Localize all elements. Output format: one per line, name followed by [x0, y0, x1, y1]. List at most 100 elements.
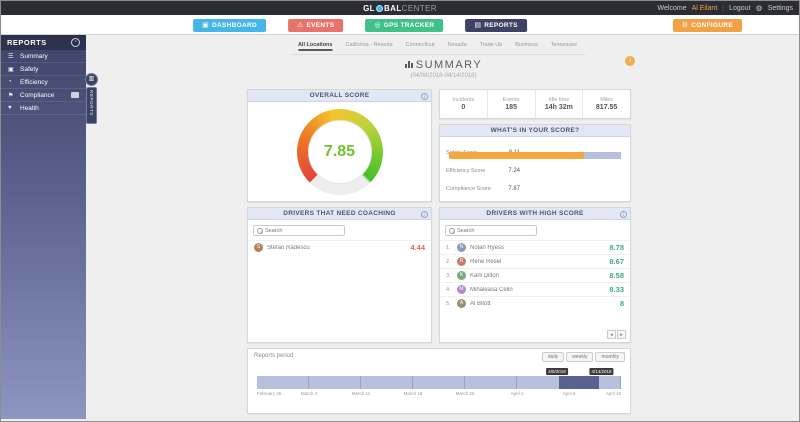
timeline-axis: February 25 March 4 March 11 March 18 Ma…	[257, 391, 621, 399]
score-gauge: 7.85	[296, 109, 383, 195]
rank: 1.	[446, 244, 451, 251]
nav-group: ▣ DASHBOARD ⚠ EVENTS ◎ GPS TRACKER ▤ REP…	[193, 15, 527, 35]
driver-name: Mihaleasa Celin	[470, 286, 513, 293]
driver-avatar: M	[457, 285, 466, 294]
rank: 3.	[446, 272, 451, 279]
location-tabs: All Locations California - Reseda Connec…	[289, 42, 586, 55]
timeline-track[interactable]: 4/8/2018 4/14/2018	[257, 368, 621, 389]
list-icon: ☰	[8, 53, 14, 60]
monthly-button[interactable]: monthly	[595, 352, 625, 362]
coaching-card: DRIVERS THAT NEED COACHING i S Stefan Ra…	[247, 207, 432, 343]
nav-gps-tracker-button[interactable]: ◎ GPS TRACKER	[365, 18, 444, 32]
top-bar: GL BAL CENTER Welcome Al Eilant | Logout…	[1, 1, 799, 15]
sidebar-item-label: Health	[20, 104, 39, 112]
stat-value: 817.55	[595, 104, 618, 111]
tab-connecticut[interactable]: Connecticut	[405, 42, 435, 48]
axis-label: March 25	[455, 391, 475, 396]
pagination: ◄ ►	[607, 330, 626, 339]
driver-score: 8.58	[609, 271, 624, 280]
bar-label: Compliance Score	[446, 186, 491, 192]
info-icon[interactable]: i	[421, 92, 428, 100]
sidebar-title: REPORTS	[7, 38, 47, 47]
rank: 5.	[446, 300, 451, 307]
drawer-tab[interactable]: REPORTS	[86, 87, 97, 124]
sidebar-item-label: Safety	[20, 65, 39, 73]
tab-all-locations[interactable]: All Locations	[297, 42, 333, 51]
nav-dashboard-button[interactable]: ▣ DASHBOARD	[193, 18, 266, 32]
info-icon[interactable]: i	[620, 210, 627, 218]
sidebar-item-summary[interactable]: ☰ Summary	[1, 50, 86, 63]
overall-score-card: OVERALL SCORE i 7.85	[247, 89, 432, 202]
page-info-button[interactable]: i	[625, 56, 635, 66]
page-title-text: SUMMARY	[415, 59, 483, 71]
selection-start-tooltip: 4/8/2018	[546, 368, 568, 375]
tab-tennessee[interactable]: Tennessee	[550, 42, 578, 48]
compliance-bar	[449, 152, 585, 159]
bar-value: 7.87	[508, 186, 520, 192]
high-score-row[interactable]: 4. M Mihaleasa Celin 8.33	[440, 282, 630, 296]
high-score-row[interactable]: 2. R Rene Resel 8.67	[440, 254, 630, 268]
sidebar-item-compliance[interactable]: ⚑ Compliance	[1, 89, 86, 102]
compliance-badge	[71, 92, 79, 98]
date-range: (04/08/2018-04/14/2018)	[410, 73, 477, 79]
summary-chart-icon	[404, 61, 413, 68]
daily-button[interactable]: daily	[541, 352, 565, 362]
stat-incidents: Incidents 0	[440, 90, 488, 118]
info-icon[interactable]: i	[421, 210, 428, 218]
driver-name: Rene Resel	[470, 258, 502, 265]
high-score-row[interactable]: 3. K Karli Dilton 8.58	[440, 268, 630, 282]
nav-configure-button[interactable]: ⚙ CONFIGURE	[672, 18, 742, 32]
stat-label: Incidents	[452, 97, 475, 103]
axis-label: April 8	[562, 391, 576, 396]
driver-avatar: S	[254, 243, 263, 252]
sidebar-item-label: Summary	[20, 52, 48, 60]
driver-score: 8.33	[609, 285, 624, 294]
welcome-label: Welcome	[657, 4, 687, 12]
high-score-search-input[interactable]	[457, 227, 533, 234]
reports-drawer-handle: ▥ REPORTS	[84, 73, 99, 124]
timeline-selection[interactable]	[559, 376, 600, 389]
drawer-chart-icon[interactable]: ▥	[85, 73, 98, 86]
driver-score: 8	[619, 299, 624, 308]
score-breakdown-header: WHAT'S IN YOUR SCORE?	[440, 125, 630, 137]
nav-events-button[interactable]: ⚠ EVENTS	[287, 18, 344, 32]
pager-prev-icon[interactable]: ◄	[607, 330, 616, 339]
coaching-search-input[interactable]	[265, 227, 341, 234]
axis-label: March 4	[300, 391, 318, 396]
settings-link[interactable]: Settings	[767, 4, 793, 12]
username[interactable]: Al Eilant	[691, 4, 718, 12]
dashboard-icon: ▣	[202, 22, 209, 29]
high-score-row[interactable]: 5. A Al Bitott 8	[440, 296, 630, 310]
high-score-row[interactable]: 1. N Nolan Ryess 8.78	[440, 240, 630, 254]
gps-target-icon: ◎	[374, 22, 381, 29]
nav-reports-button[interactable]: ▤ REPORTS	[465, 18, 527, 32]
stat-idle-time: Idle time 14h 32m	[536, 90, 584, 118]
gauge-icon: ◔	[8, 79, 12, 85]
stat-value: 0	[461, 104, 466, 111]
weekly-button[interactable]: weekly	[566, 352, 594, 362]
sidebar-item-efficiency[interactable]: ◔ Efficiency	[1, 76, 86, 89]
coaching-driver-row[interactable]: S Stefan Radescu 4.44	[248, 240, 431, 254]
coaching-title: DRIVERS THAT NEED COACHING	[283, 210, 396, 217]
sidebar-item-label: Compliance	[20, 91, 55, 99]
sidebar-item-safety[interactable]: ▣ Safety	[1, 63, 86, 76]
brand-pre: GL	[363, 3, 375, 13]
compliance-score-row: Compliance Score 7.87	[446, 152, 624, 198]
tab-business[interactable]: Business	[515, 42, 538, 48]
sidebar-item-health[interactable]: ♥ Health	[1, 102, 86, 115]
driver-score: 4.44	[410, 243, 425, 252]
nav-reports-label: REPORTS	[484, 21, 518, 29]
tab-california[interactable]: California - Reseda	[345, 42, 393, 48]
driver-avatar: R	[457, 257, 466, 266]
axis-label: April 15	[605, 391, 621, 396]
rank: 2.	[446, 258, 451, 265]
search-icon	[449, 228, 455, 234]
coaching-header: DRIVERS THAT NEED COACHING i	[248, 208, 431, 220]
high-score-title: DRIVERS WITH HIGH SCORE	[486, 210, 584, 217]
logout-link[interactable]: Logout	[729, 4, 751, 12]
driver-name: Nolan Ryess	[470, 244, 505, 251]
tab-trade-up[interactable]: Trade Up	[479, 42, 503, 48]
pager-next-icon[interactable]: ►	[617, 330, 626, 339]
tab-nevada[interactable]: Nevada	[447, 42, 467, 48]
